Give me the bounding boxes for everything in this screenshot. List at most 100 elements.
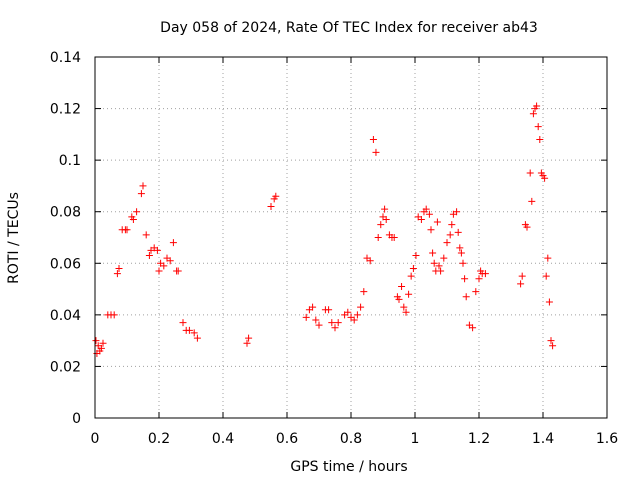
- axis-ticks: [94, 56, 608, 419]
- data-points: [92, 102, 557, 358]
- data-point: [185, 326, 193, 334]
- x-tick-label: 0.8: [340, 431, 362, 447]
- data-point: [243, 339, 251, 347]
- y-tick-label: 0.02: [50, 359, 81, 375]
- data-point: [110, 311, 118, 319]
- x-tick-label: 0.4: [212, 431, 234, 447]
- data-point: [405, 290, 413, 298]
- y-tick-label: 0: [72, 411, 81, 427]
- data-point: [409, 264, 417, 272]
- data-point: [402, 308, 410, 316]
- data-point: [544, 254, 552, 262]
- data-point: [193, 334, 201, 342]
- data-point: [454, 228, 462, 236]
- data-point: [372, 148, 380, 156]
- data-point: [437, 267, 445, 275]
- data-point: [350, 316, 358, 324]
- x-tick-label: 1.6: [596, 431, 618, 447]
- data-point: [443, 239, 451, 247]
- x-tick-labels: 0 0.2 0.4 0.6 0.8 1 1.2 1.4 1.6: [91, 431, 619, 447]
- data-point: [366, 257, 374, 265]
- data-point: [547, 337, 555, 345]
- data-point: [536, 136, 544, 144]
- data-point: [526, 169, 534, 177]
- data-point: [427, 226, 435, 234]
- data-point: [169, 239, 177, 247]
- y-tick-label: 0.06: [50, 256, 81, 272]
- data-point: [153, 246, 161, 254]
- data-point: [123, 226, 131, 234]
- data-point: [457, 249, 465, 257]
- data-point: [462, 293, 470, 301]
- x-tick-label: 0.6: [276, 431, 298, 447]
- data-point: [334, 319, 342, 327]
- data-point: [446, 231, 454, 239]
- data-point: [166, 257, 174, 265]
- data-point: [190, 329, 198, 337]
- x-tick-label: 0: [91, 431, 100, 447]
- data-point: [344, 308, 352, 316]
- data-point: [523, 223, 531, 231]
- data-point: [174, 267, 182, 275]
- data-point: [469, 324, 477, 332]
- data-point: [398, 282, 406, 290]
- data-point: [429, 249, 437, 257]
- data-point: [179, 319, 187, 327]
- data-point: [412, 252, 420, 260]
- data-point: [99, 339, 107, 347]
- y-axis-title: ROTI / TECUs: [6, 192, 22, 284]
- x-tick-label: 0.2: [148, 431, 170, 447]
- data-point: [472, 288, 480, 296]
- data-point: [360, 288, 368, 296]
- data-point: [309, 303, 317, 311]
- data-point: [549, 342, 557, 350]
- data-point: [302, 313, 310, 321]
- y-tick-labels: 0 0.02 0.04 0.06 0.08 0.1 0.12 0.14: [50, 50, 81, 427]
- data-point: [529, 110, 537, 118]
- x-tick-label: 1.4: [532, 431, 554, 447]
- data-point: [145, 252, 153, 260]
- data-point: [381, 205, 389, 213]
- data-point: [545, 298, 553, 306]
- data-point: [533, 102, 541, 110]
- data-point: [315, 321, 323, 329]
- data-point: [325, 306, 333, 314]
- y-tick-label: 0.14: [50, 50, 81, 66]
- data-point: [390, 234, 398, 241]
- data-point: [328, 319, 336, 327]
- data-point: [155, 267, 163, 275]
- data-point: [331, 324, 339, 332]
- data-point: [407, 272, 415, 280]
- data-point: [528, 197, 536, 205]
- data-point: [133, 208, 141, 216]
- data-point: [245, 334, 253, 342]
- y-tick-label: 0.08: [50, 205, 81, 221]
- data-point: [459, 259, 467, 267]
- data-point: [518, 272, 526, 280]
- data-point: [448, 221, 456, 229]
- data-point: [382, 215, 390, 223]
- data-point: [97, 344, 105, 352]
- data-point: [353, 311, 361, 319]
- data-point: [542, 272, 550, 280]
- data-point: [267, 203, 275, 211]
- data-point: [425, 210, 433, 218]
- data-point: [377, 221, 385, 229]
- data-point: [435, 262, 443, 270]
- x-tick-label: 1: [411, 431, 420, 447]
- x-tick-label: 1.2: [468, 431, 490, 447]
- data-point: [357, 303, 365, 311]
- data-point: [517, 280, 525, 288]
- data-point: [113, 270, 121, 278]
- y-tick-label: 0.1: [59, 153, 81, 169]
- data-point: [453, 208, 461, 216]
- data-point: [272, 192, 280, 200]
- data-point: [129, 215, 137, 223]
- data-point: [534, 123, 542, 131]
- data-point: [160, 262, 168, 270]
- data-point: [137, 190, 145, 198]
- data-point: [142, 231, 150, 239]
- data-point: [417, 215, 425, 223]
- data-point: [115, 264, 123, 272]
